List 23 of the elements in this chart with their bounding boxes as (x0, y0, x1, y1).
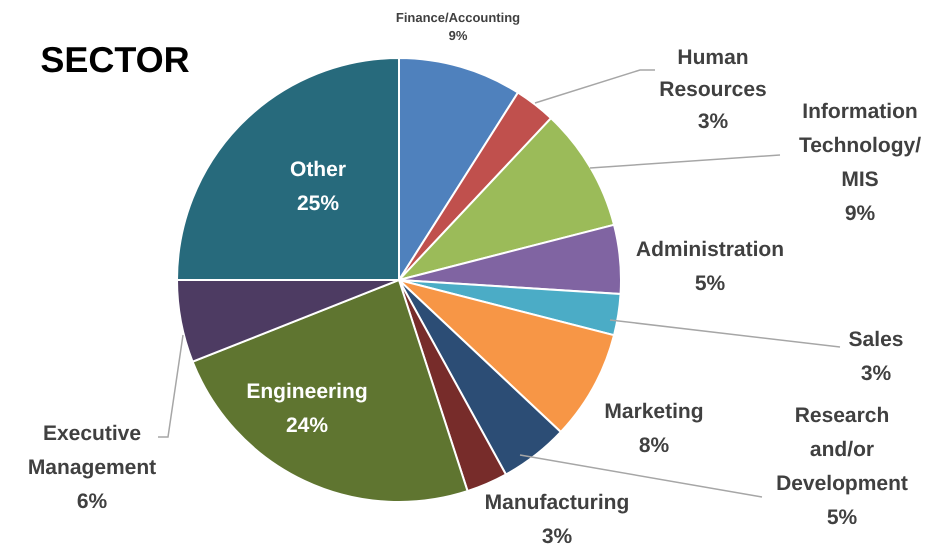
data-label: 9% (448, 28, 468, 43)
text: SECTOR (40, 39, 190, 80)
slice-label: Administration (636, 238, 784, 261)
slice-label: Other (290, 158, 346, 181)
data-label: 8% (638, 434, 670, 457)
slice-label: Sales (848, 328, 904, 351)
slice-label: Engineering (246, 380, 368, 403)
data-label: 3% (860, 362, 892, 385)
slice-label: Research and/or Development (776, 404, 908, 495)
data-label: 5% (826, 506, 858, 529)
slice-label: Manufacturing (484, 491, 630, 514)
data-label: 24% (286, 414, 328, 437)
slice-label: Finance/Accounting (396, 10, 520, 25)
slice-label: Information Technology/MIS (798, 100, 922, 191)
slice-label: Marketing (604, 400, 704, 423)
data-label: 25% (296, 192, 340, 215)
data-label: 5% (694, 272, 726, 295)
slice-label: Executive Management (28, 422, 156, 479)
data-label: 3% (698, 110, 728, 133)
data-label: 3% (542, 525, 572, 548)
data-label: 9% (844, 202, 876, 225)
data-label: 6% (76, 490, 108, 513)
slice-label: Human Resources (659, 46, 767, 101)
